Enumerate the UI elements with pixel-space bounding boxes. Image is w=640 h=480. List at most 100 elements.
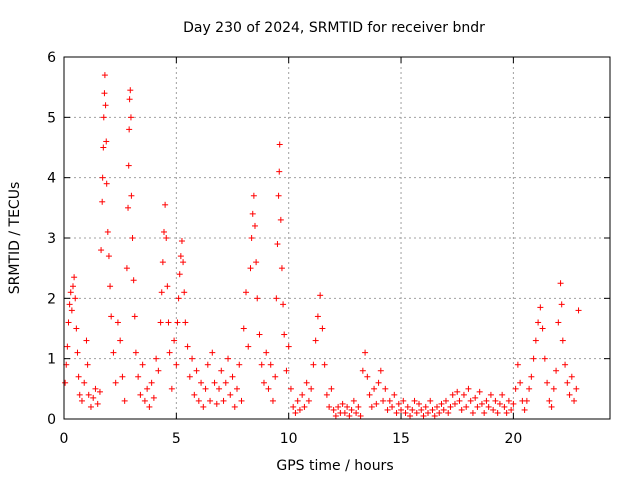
data-point [168, 385, 175, 392]
data-point [442, 397, 449, 404]
data-point [273, 295, 280, 302]
data-point [227, 391, 234, 398]
data-point [126, 96, 133, 103]
data-point [299, 391, 306, 398]
data-point [240, 325, 247, 332]
data-point [78, 397, 85, 404]
data-point [573, 385, 580, 392]
data-point [258, 361, 265, 368]
data-point [146, 403, 153, 410]
data-point [129, 235, 136, 241]
data-point [541, 355, 548, 362]
data-point [274, 241, 281, 248]
data-point [467, 397, 474, 404]
data-point [96, 388, 103, 395]
data-points [62, 72, 582, 419]
data-point [83, 337, 90, 344]
data-point [281, 331, 288, 338]
data-point [236, 361, 243, 368]
data-point [490, 406, 497, 413]
data-point [526, 385, 533, 392]
data-point [285, 343, 292, 350]
data-point [99, 174, 106, 181]
data-point [521, 406, 528, 413]
data-point [487, 391, 494, 398]
data-point [202, 385, 209, 392]
data-point [463, 403, 470, 410]
y-tick-label: 3 [47, 231, 56, 247]
data-point [555, 319, 562, 326]
data-point [449, 391, 456, 398]
data-point [344, 403, 351, 410]
data-point [445, 409, 452, 416]
data-point [158, 289, 165, 296]
data-point [566, 391, 573, 398]
data-point [100, 114, 107, 121]
data-point [348, 406, 355, 413]
data-point [312, 337, 319, 344]
data-point [174, 319, 181, 326]
data-point [559, 337, 566, 344]
data-point [105, 253, 112, 260]
data-point [231, 403, 238, 410]
data-point [213, 400, 220, 407]
data-point [326, 403, 333, 410]
data-point [165, 319, 172, 326]
data-point [328, 385, 335, 392]
data-point [558, 301, 565, 308]
data-point [275, 192, 282, 199]
y-tick-label: 4 [47, 171, 56, 187]
data-point [440, 406, 447, 413]
data-point [132, 349, 139, 356]
data-point [67, 289, 74, 296]
data-point [100, 144, 107, 151]
data-point [411, 397, 418, 404]
data-point [402, 409, 409, 416]
y-tick-label: 1 [47, 352, 56, 368]
data-point [393, 409, 400, 416]
data-point [209, 349, 216, 356]
data-point [427, 397, 434, 404]
data-point [249, 210, 256, 217]
data-point [68, 307, 75, 314]
data-point [523, 397, 530, 404]
data-point [472, 394, 479, 401]
data-point [164, 283, 171, 290]
data-point [137, 391, 144, 398]
data-point [474, 403, 481, 410]
data-point [310, 361, 317, 368]
y-tick-label: 6 [47, 50, 56, 66]
data-point [191, 391, 198, 398]
data-point [290, 403, 297, 410]
data-point [416, 400, 423, 407]
data-point [184, 343, 191, 350]
data-point [332, 412, 339, 419]
data-point [263, 349, 270, 356]
data-point [75, 373, 82, 380]
data-point [251, 222, 258, 229]
data-point [305, 397, 312, 404]
data-point [127, 114, 134, 121]
data-point [501, 403, 508, 410]
data-point [278, 265, 285, 272]
data-point [253, 259, 260, 266]
data-point [126, 126, 133, 133]
data-point [125, 162, 132, 169]
data-point [447, 403, 454, 410]
data-point [505, 397, 512, 404]
data-point [269, 397, 276, 404]
data-point [112, 379, 119, 386]
data-point [159, 259, 166, 266]
data-point [272, 373, 279, 380]
data-point [182, 319, 189, 326]
data-point [460, 391, 467, 398]
data-point [76, 391, 83, 398]
data-point [178, 238, 185, 245]
data-point [413, 409, 420, 416]
data-point [195, 397, 202, 404]
data-point [357, 412, 364, 419]
x-tick-label: 5 [172, 431, 181, 447]
data-point [368, 403, 375, 410]
data-point [503, 409, 510, 416]
